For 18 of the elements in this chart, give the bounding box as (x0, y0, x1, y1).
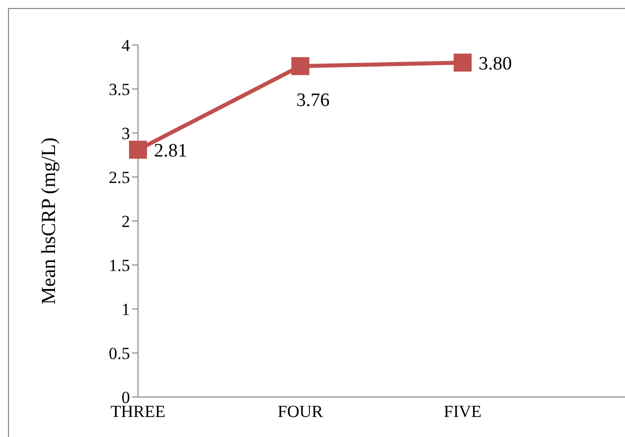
y-tick-label: 4 (122, 36, 130, 56)
y-tick-label: 2 (122, 212, 130, 232)
point (291, 57, 310, 76)
point (454, 54, 472, 72)
data-label: 2.81 (154, 140, 188, 162)
data-label: 3.76 (296, 90, 330, 112)
y-tick-label: 3.5 (108, 80, 130, 100)
point (129, 140, 147, 159)
y-tick-label: 1.5 (108, 256, 130, 276)
y-tick-label: 1 (122, 300, 130, 320)
x-tick-label: FIVE (444, 402, 482, 422)
y-axis-title: Mean hsCRP (mg/L) (38, 137, 60, 305)
data-label: 3.80 (478, 54, 512, 75)
y-tick-label: 3 (122, 124, 130, 144)
x-tick-label: FOUR (278, 402, 324, 422)
y-tick-label: 0.5 (108, 344, 130, 364)
y-tick-label: 2.5 (108, 168, 130, 188)
x-tick-label: THREE (110, 402, 166, 422)
